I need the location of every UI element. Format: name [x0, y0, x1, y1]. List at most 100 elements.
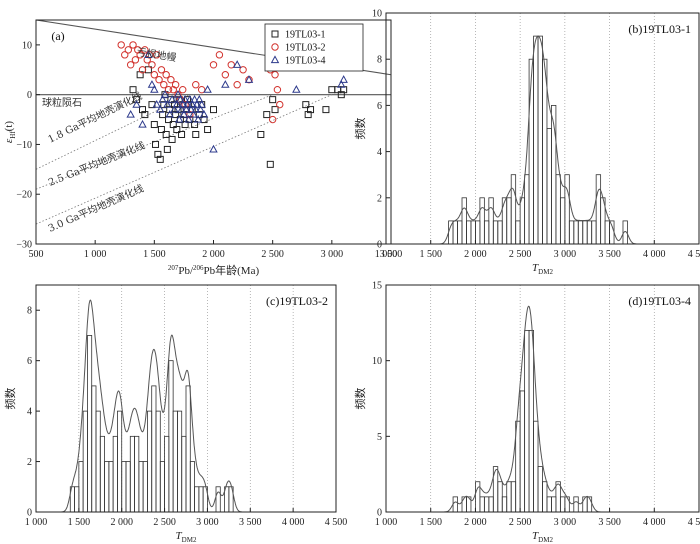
data-point-triangle — [232, 60, 242, 68]
x-tick-label: 4 000 — [282, 517, 305, 528]
histogram-bar — [555, 481, 561, 513]
data-point-square — [141, 111, 149, 119]
xlabel-sub: DM2 — [182, 536, 197, 544]
legend-label: 19TL03-2 — [285, 43, 326, 54]
data-point-triangle — [163, 99, 172, 108]
histogram-bar — [185, 385, 191, 513]
data-point-circle — [155, 76, 163, 84]
data-point-triangle — [178, 99, 187, 108]
histogram-bar — [537, 466, 543, 513]
data-point-circle — [157, 66, 166, 74]
x-axis-label: TDM2 — [532, 262, 553, 276]
data-point-triangle — [158, 95, 167, 103]
x-tick-label: 2 000 — [464, 249, 487, 260]
histogram-bar — [189, 461, 195, 513]
data-point-circle — [233, 81, 241, 89]
histogram-bar — [564, 496, 570, 513]
data-point-square — [159, 111, 167, 119]
y-tick-label: 0 — [27, 90, 32, 101]
data-point-circle — [150, 71, 159, 79]
histogram-bar — [501, 197, 508, 245]
histogram-bar — [573, 496, 579, 513]
data-point-circle — [117, 41, 125, 49]
data-point-triangle — [126, 109, 135, 118]
histogram-bar — [586, 220, 593, 245]
data-point-triangle — [191, 104, 200, 113]
histogram-bar — [506, 481, 512, 513]
data-point-square — [200, 116, 208, 124]
annotation-chur: 球粒陨石 — [42, 96, 82, 109]
x-tick-label: 2 500 — [509, 517, 532, 528]
data-point-triangle — [167, 95, 177, 103]
data-point-triangle — [150, 85, 159, 93]
histogram-bar — [117, 410, 123, 513]
ylabel-sub: Hf — [9, 131, 17, 139]
y-tick-label: 4 — [27, 407, 32, 418]
panel-label-a: (a) — [51, 29, 64, 43]
x-tick-label: 1 000 — [375, 517, 398, 528]
data-point-circle — [131, 56, 140, 64]
histogram-bar — [492, 220, 499, 245]
data-point-circle — [276, 100, 284, 109]
data-point-triangle — [170, 104, 179, 113]
y-tick-label: 10 — [22, 40, 32, 51]
y-tick-label: 4 — [377, 147, 382, 158]
ylabel-epsilon: ε — [3, 138, 15, 143]
x-tick-label: 4 500 — [688, 517, 700, 528]
histogram-bars — [69, 335, 234, 513]
data-point-triangle — [184, 114, 193, 123]
data-point-triangle — [177, 104, 186, 113]
data-point-triangle — [192, 99, 202, 108]
histogram-bar — [112, 435, 118, 513]
data-point-triangle — [185, 95, 195, 103]
histogram-bar — [151, 385, 157, 513]
annotation-crust-3.0: 3.0 Ga平均地壳演化线 — [46, 182, 146, 235]
data-point-square — [139, 106, 146, 114]
xlabel-sub: DM2 — [538, 268, 553, 276]
data-point-square — [328, 86, 336, 94]
histogram-bar — [461, 197, 467, 245]
xlabel-text: Pb/ — [178, 265, 194, 277]
data-point-square — [271, 106, 279, 114]
histogram-bar — [582, 220, 588, 245]
histogram-bar — [528, 329, 534, 513]
ylabel-tail: (t) — [3, 121, 15, 132]
histogram-bar — [457, 220, 463, 245]
x-tick-label: 4 500 — [688, 249, 700, 260]
data-point-triangle — [174, 114, 184, 123]
y-tick-label: 8 — [377, 55, 382, 66]
data-point-triangle — [221, 80, 230, 88]
data-point-square — [337, 91, 345, 99]
density-curve — [57, 299, 246, 513]
panel-label: (b)19TL03-1 — [628, 22, 691, 36]
histogram-bar — [475, 220, 481, 245]
histogram-bar — [497, 481, 503, 513]
data-point-square — [157, 126, 165, 134]
data-point-triangle — [193, 114, 203, 123]
data-point-square — [302, 101, 310, 109]
y-tick-label: 6 — [377, 101, 382, 112]
legend-marker-circle — [271, 43, 279, 51]
x-tick-label: 4 500 — [325, 517, 348, 528]
data-point-square — [150, 121, 158, 129]
data-point-circle — [126, 61, 135, 69]
histogram-bar — [551, 496, 557, 513]
data-point-triangle — [209, 144, 218, 153]
data-point-circle — [192, 81, 200, 89]
series-19TL03-4 — [126, 50, 348, 153]
histogram-bar — [559, 197, 566, 245]
data-point-triangle — [203, 85, 212, 93]
histogram-bar — [488, 496, 494, 513]
data-point-square — [168, 135, 176, 143]
histogram-bar — [129, 435, 135, 513]
data-point-square — [307, 106, 315, 114]
y-tick-label: 10 — [372, 9, 382, 20]
data-point-square — [172, 111, 180, 119]
density-curve — [435, 35, 641, 245]
xlabel-T: T — [532, 262, 539, 274]
histogram-bar — [125, 461, 131, 513]
xlabel-sup: 207 — [168, 264, 179, 272]
histogram-bar — [582, 496, 588, 513]
legend-marker-triangle — [270, 55, 280, 64]
legend-label: 19TL03-1 — [285, 30, 326, 41]
